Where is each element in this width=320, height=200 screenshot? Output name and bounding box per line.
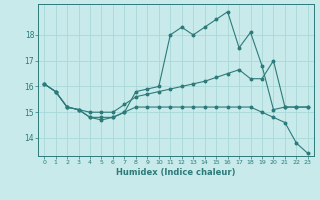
X-axis label: Humidex (Indice chaleur): Humidex (Indice chaleur)	[116, 168, 236, 177]
